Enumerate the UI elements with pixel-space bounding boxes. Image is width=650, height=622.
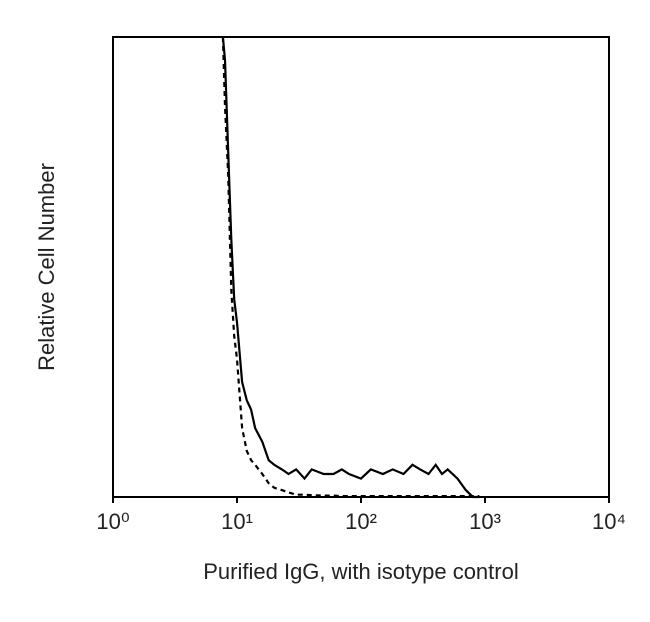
x-tick-label: 10² [345, 509, 377, 534]
x-tick-label: 10¹ [221, 509, 253, 534]
y-axis-label: Relative Cell Number [34, 163, 59, 371]
plot-frame [112, 36, 610, 498]
data-line [221, 36, 480, 498]
x-tick-label: 10⁴ [592, 509, 626, 534]
x-tick-label: 10⁰ [96, 509, 129, 534]
x-axis-label: Purified IgG, with isotype control [203, 559, 518, 584]
x-tick-label: 10³ [469, 509, 501, 534]
data-line [221, 36, 480, 499]
